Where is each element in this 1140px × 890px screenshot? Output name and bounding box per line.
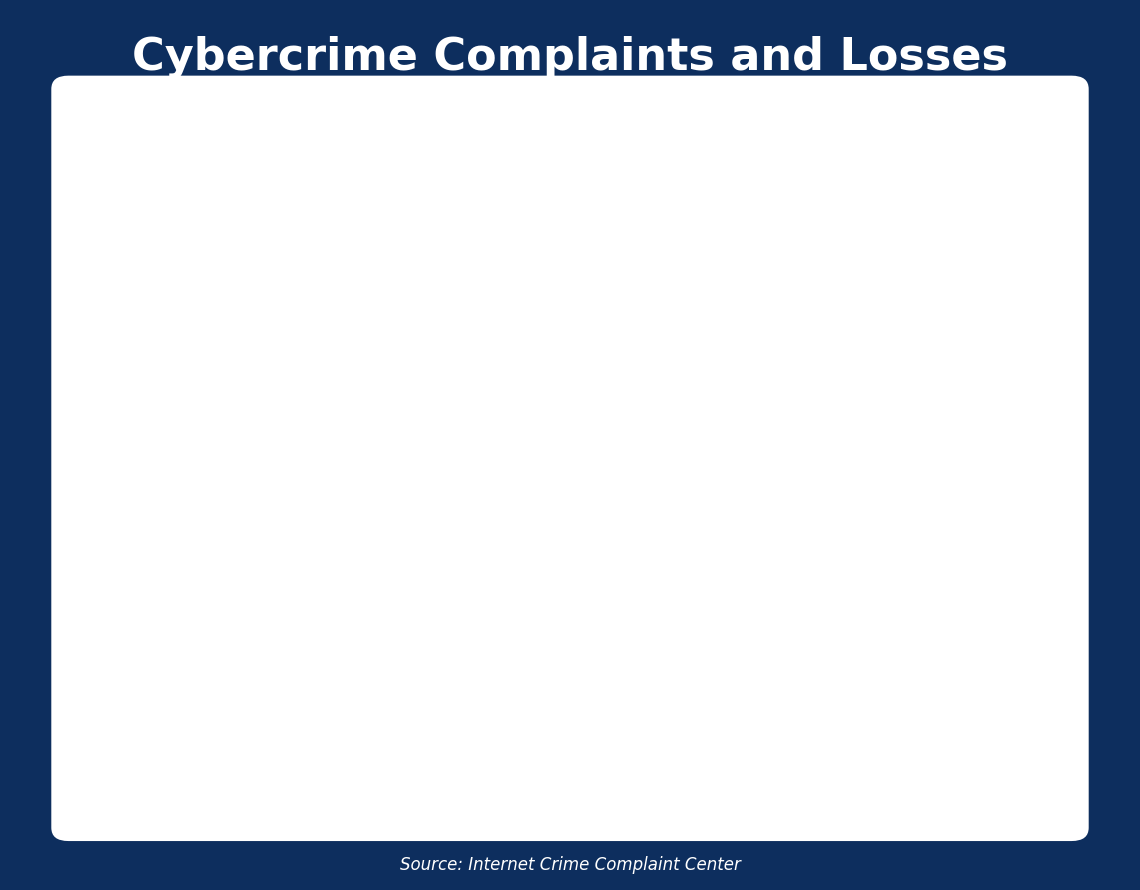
Text: $4.2 billion: $4.2 billion — [412, 431, 497, 446]
Text: $3.5 billion: $3.5 billion — [382, 316, 466, 330]
Bar — [228, 421, 407, 456]
Bar — [228, 306, 377, 340]
Bar — [228, 611, 620, 646]
Bar — [228, 381, 616, 416]
Text: 351,937: 351,937 — [406, 160, 469, 174]
Text: $6.9 billion: $6.9 billion — [527, 546, 612, 562]
Text: Source: Internet Crime Complaint Center: Source: Internet Crime Complaint Center — [399, 856, 741, 874]
Bar — [228, 651, 667, 686]
Text: $10.3 billion: $10.3 billion — [671, 662, 766, 676]
Text: Total complaints: Total complaints — [861, 187, 986, 201]
FancyBboxPatch shape — [809, 125, 1037, 356]
Text: Cybercrime Complaints and Losses: Cybercrime Complaints and Losses — [132, 36, 1008, 79]
Bar — [228, 265, 457, 300]
Text: $27.6 billion: $27.6 billion — [861, 255, 986, 272]
Legend: Complaints, Losses: Complaints, Losses — [404, 772, 736, 795]
Text: $2.7 billion: $2.7 billion — [348, 200, 432, 215]
Text: Total losses: Total losses — [880, 291, 967, 305]
Bar — [228, 497, 643, 530]
Bar — [228, 190, 343, 225]
Text: 3.26 million: 3.26 million — [864, 152, 983, 171]
Text: 467,361: 467,361 — [462, 275, 526, 290]
Text: 800,944: 800,944 — [626, 621, 689, 636]
Bar — [228, 150, 400, 185]
Text: 791,790: 791,790 — [621, 391, 684, 406]
Text: 847,376: 847,376 — [649, 506, 711, 521]
Bar — [228, 537, 522, 571]
